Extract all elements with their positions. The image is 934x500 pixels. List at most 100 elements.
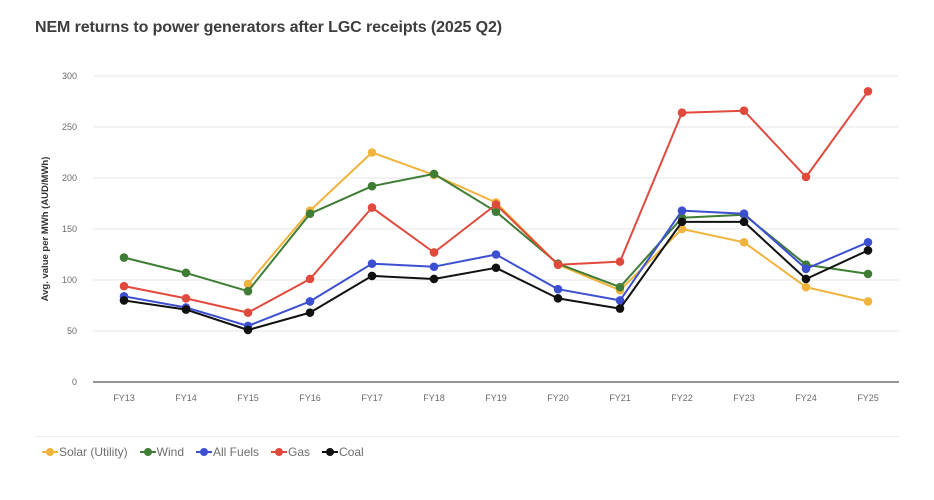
legend-label: Coal	[339, 445, 364, 459]
y-tick-label: 150	[62, 224, 77, 234]
data-point[interactable]	[367, 148, 377, 157]
y-tick-label: 250	[62, 122, 77, 132]
x-tick-label: FY15	[237, 393, 259, 403]
data-point[interactable]	[181, 268, 191, 278]
chart-title: NEM returns to power generators after LG…	[35, 19, 503, 36]
data-point[interactable]	[739, 209, 749, 218]
data-point[interactable]	[181, 305, 191, 314]
y-axis-ticks: 0 50 100 150 200 250 300	[62, 71, 77, 387]
data-point[interactable]	[429, 248, 439, 257]
legend-label: Solar (Utility)	[59, 445, 128, 459]
data-point[interactable]	[119, 281, 129, 291]
x-tick-label: FY19	[485, 393, 507, 403]
data-point[interactable]	[801, 282, 811, 292]
data-point[interactable]	[553, 260, 563, 270]
data-point[interactable]	[181, 294, 191, 303]
data-point[interactable]	[739, 217, 749, 227]
legend-item[interactable]: Wind	[139, 445, 185, 459]
y-axis-label: Avg. value per MWh (AUD/MWh)	[40, 157, 51, 302]
data-point[interactable]	[305, 308, 315, 317]
data-point[interactable]	[119, 296, 129, 305]
data-point[interactable]	[677, 224, 687, 234]
legend-divider	[35, 436, 900, 437]
y-tick-label: 50	[67, 326, 77, 336]
y-tick-label: 300	[62, 71, 77, 81]
data-point[interactable]	[863, 237, 873, 247]
x-tick-label: FY17	[361, 393, 383, 403]
data-point[interactable]	[553, 284, 563, 294]
legend-marker-icon	[271, 447, 288, 457]
legend-marker-icon	[322, 447, 339, 457]
data-point[interactable]	[739, 237, 749, 247]
x-tick-label: FY14	[175, 393, 197, 403]
x-tick-label: FY23	[733, 393, 755, 403]
data-point[interactable]	[305, 274, 315, 284]
data-point[interactable]	[367, 203, 377, 212]
data-point[interactable]	[863, 246, 873, 255]
data-point[interactable]	[677, 217, 687, 227]
data-point[interactable]	[491, 207, 501, 216]
data-point[interactable]	[243, 286, 253, 296]
x-tick-label: FY20	[547, 393, 569, 403]
y-tick-label: 100	[62, 275, 77, 285]
data-point[interactable]	[243, 325, 253, 335]
data-point[interactable]	[801, 274, 811, 284]
data-point[interactable]	[429, 169, 439, 179]
data-point[interactable]	[367, 181, 377, 191]
legend-label: Wind	[156, 445, 185, 459]
data-point[interactable]	[615, 257, 625, 266]
legend: Solar (Utility) Wind All Fuels Gas Coal	[42, 445, 364, 459]
series-group	[119, 87, 873, 335]
data-point[interactable]	[677, 206, 687, 215]
x-tick-label: FY16	[299, 393, 321, 403]
data-point[interactable]	[305, 297, 315, 306]
data-point[interactable]	[615, 296, 625, 305]
data-point[interactable]	[801, 172, 811, 182]
data-point[interactable]	[553, 294, 563, 303]
x-axis-ticks: FY13 FY14 FY15 FY16 FY17 FY18 FY19 FY20 FY21 FY22…	[113, 393, 879, 403]
y-tick-label: 200	[62, 173, 77, 183]
y-tick-label: 0	[72, 377, 77, 387]
data-point[interactable]	[119, 253, 129, 262]
x-tick-label: FY24	[795, 393, 817, 403]
x-tick-label: FY22	[671, 393, 693, 403]
data-point[interactable]	[491, 250, 501, 259]
series-coal	[119, 217, 873, 335]
data-point[interactable]	[243, 308, 253, 317]
data-point[interactable]	[243, 279, 253, 289]
legend-marker-icon	[196, 447, 213, 457]
data-point[interactable]	[615, 282, 625, 292]
data-point[interactable]	[615, 304, 625, 313]
data-point[interactable]	[863, 297, 873, 306]
series-wind	[119, 169, 873, 296]
legend-marker-icon	[42, 447, 58, 457]
series-line	[247, 151, 869, 303]
data-point[interactable]	[305, 209, 315, 218]
data-point[interactable]	[801, 264, 811, 274]
data-point[interactable]	[491, 263, 501, 273]
legend-label: All Fuels	[213, 445, 260, 459]
series-solar-utility	[243, 148, 873, 306]
data-point[interactable]	[863, 87, 873, 96]
data-point[interactable]	[367, 271, 377, 281]
legend-item[interactable]: Solar (Utility)	[42, 445, 128, 459]
data-point[interactable]	[491, 200, 501, 209]
data-point[interactable]	[677, 108, 687, 118]
legend-label: Gas	[288, 445, 311, 459]
data-point[interactable]	[863, 269, 873, 279]
series-gas	[119, 87, 873, 317]
legend-item[interactable]: Coal	[322, 445, 364, 459]
legend-item[interactable]: All Fuels	[196, 445, 259, 459]
legend-marker-icon	[139, 447, 156, 457]
x-tick-label: FY18	[423, 393, 445, 403]
x-tick-label: FY13	[113, 393, 135, 403]
data-point[interactable]	[739, 106, 749, 115]
gridlines	[93, 75, 899, 332]
legend-item[interactable]: Gas	[271, 445, 310, 459]
x-tick-label: FY25	[857, 393, 879, 403]
data-point[interactable]	[429, 274, 439, 284]
data-point[interactable]	[429, 262, 439, 272]
data-point[interactable]	[367, 259, 377, 268]
series-line	[123, 220, 869, 331]
